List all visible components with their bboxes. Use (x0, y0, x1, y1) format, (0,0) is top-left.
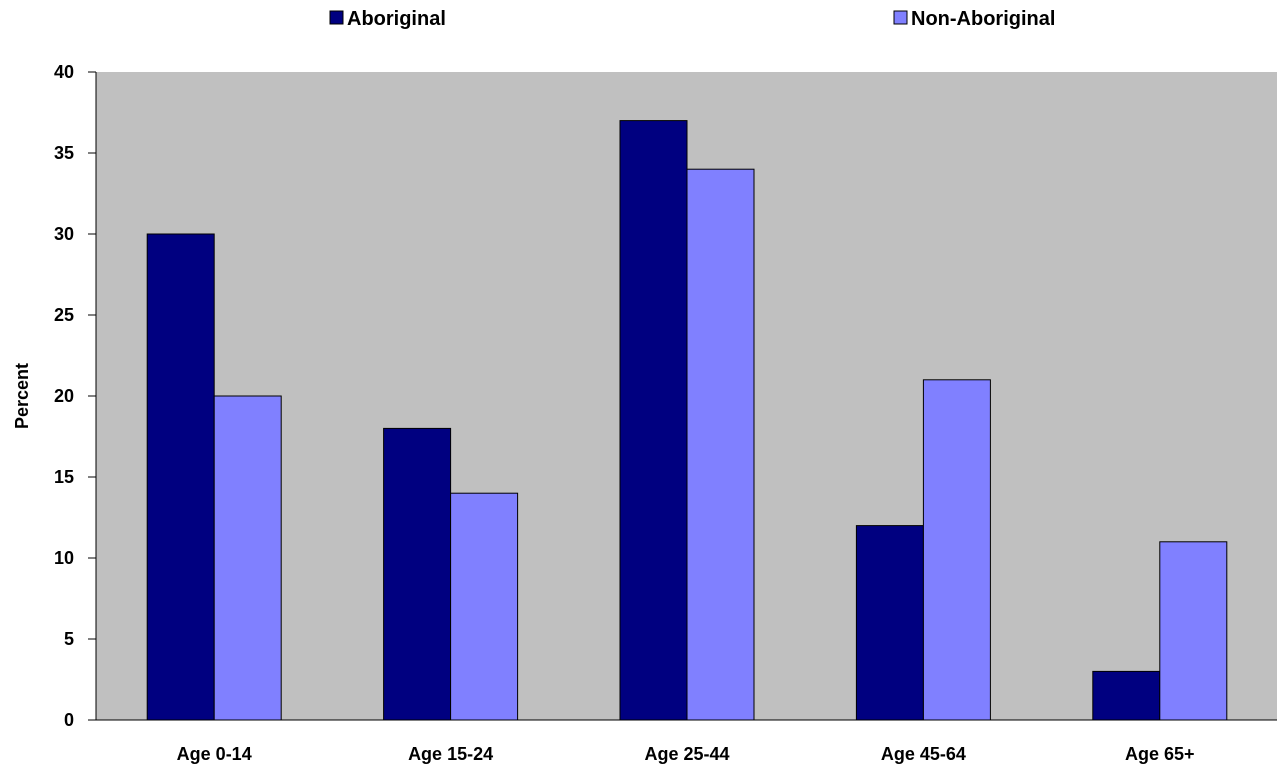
x-axis-labels: Age 0-14 Age 15-24 Age 25-44 Age 45-64 Age 6… (177, 744, 1195, 764)
legend-swatch (893, 10, 908, 25)
bar-non-aboriginal-2 (686, 168, 755, 721)
y-tick-label: 40 (54, 62, 74, 82)
bar-aboriginal-3 (855, 525, 924, 721)
bar-aboriginal-1 (383, 427, 452, 721)
y-tick-label: 25 (54, 305, 74, 325)
x-category-label: Age 65+ (1125, 744, 1195, 764)
y-tick-label: 35 (54, 143, 74, 163)
legend-label: Non-Aboriginal (911, 8, 1055, 30)
bar-aboriginal-2 (619, 120, 688, 721)
y-tick-label: 30 (54, 224, 74, 244)
x-category-label: Age 45-64 (881, 744, 966, 764)
y-tick-label: 10 (54, 548, 74, 568)
bar-aboriginal-0 (146, 233, 215, 721)
x-category-label: Age 25-44 (644, 744, 729, 764)
bar-non-aboriginal-0 (213, 395, 282, 721)
x-category-label: Age 0-14 (177, 744, 252, 764)
y-axis: 0 5 10 15 20 25 30 35 40 (54, 62, 1277, 730)
y-axis-title: Percent (12, 363, 32, 429)
y-tick-label: 20 (54, 386, 74, 406)
bar-non-aboriginal-3 (922, 379, 991, 721)
y-tick-label: 0 (64, 710, 74, 730)
legend-swatch (329, 10, 344, 25)
legend: Aboriginal Non-Aboriginal (329, 8, 1055, 30)
bars-layer (146, 120, 1228, 721)
bar-non-aboriginal-1 (450, 492, 519, 721)
x-category-label: Age 15-24 (408, 744, 493, 764)
legend-label: Aboriginal (347, 8, 446, 30)
bar-non-aboriginal-4 (1159, 541, 1228, 721)
y-tick-label: 5 (64, 629, 74, 649)
bar-aboriginal-4 (1092, 670, 1161, 721)
y-tick-label: 15 (54, 467, 74, 487)
